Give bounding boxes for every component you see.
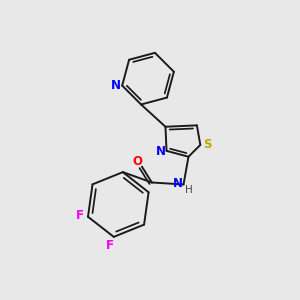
Text: O: O <box>132 155 142 168</box>
Text: F: F <box>76 209 84 222</box>
Text: N: N <box>111 79 121 92</box>
Text: F: F <box>106 239 114 252</box>
Text: H: H <box>184 185 192 195</box>
Text: S: S <box>203 138 212 152</box>
Text: N: N <box>172 177 183 190</box>
Text: N: N <box>156 145 166 158</box>
